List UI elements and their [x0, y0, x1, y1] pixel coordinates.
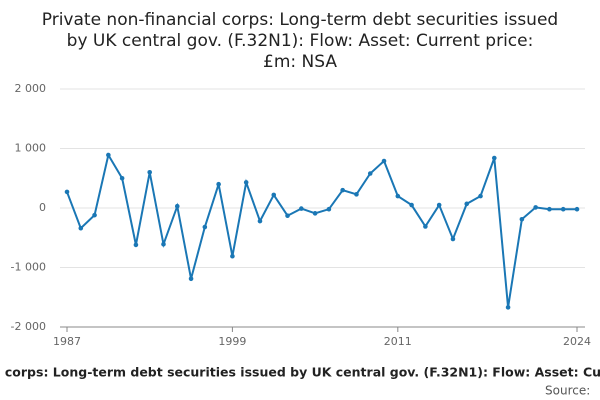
data-point [491, 155, 497, 161]
y-tick-label: -1 000 [11, 261, 46, 274]
data-point [354, 192, 359, 197]
data-point [202, 224, 208, 230]
data-point [478, 193, 483, 199]
chart-title: by UK central gov. (F.32N1): Flow: Asset… [67, 31, 534, 51]
data-point [188, 276, 194, 282]
data-point [161, 241, 166, 247]
x-tick-label: 2024 [563, 335, 591, 348]
data-point [560, 206, 566, 212]
data-point [381, 158, 387, 164]
x-tick-label: 2011 [384, 335, 412, 348]
data-point [119, 175, 125, 181]
data-point [216, 181, 221, 187]
data-point [533, 205, 538, 210]
data-point [505, 305, 511, 310]
data-point [547, 206, 552, 212]
y-tick-label: 1 000 [15, 142, 47, 155]
data-point [78, 225, 84, 231]
data-point [436, 202, 442, 208]
data-point [299, 206, 304, 211]
y-tick-label: -2 000 [11, 320, 46, 333]
data-point [464, 201, 470, 207]
data-point [257, 218, 263, 224]
source: Source: [545, 384, 590, 398]
data-point [133, 242, 139, 248]
series-line [66, 152, 577, 308]
x-tick-label: 1999 [218, 335, 246, 348]
chart-title: £m: NSA [263, 52, 337, 72]
data-point [450, 236, 456, 242]
data-point [340, 187, 345, 193]
data-point [147, 170, 153, 175]
data-point [106, 152, 111, 158]
x-tick-label: 1987 [53, 335, 81, 348]
y-tick-label: 0 [39, 201, 46, 214]
data-point [271, 192, 277, 198]
data-point [423, 224, 428, 229]
data-point [519, 217, 525, 222]
data-point [174, 203, 180, 209]
data-point [243, 180, 249, 185]
data-point [230, 253, 235, 259]
data-point [285, 213, 290, 219]
data-point [367, 171, 373, 176]
footer: Private non-financial corps: Long-term d… [0, 365, 600, 380]
chart-title: Private non-financial corps: Long-term d… [42, 10, 558, 30]
y-tick-label: 2 000 [15, 82, 47, 95]
data-point [574, 206, 580, 212]
data-point [312, 211, 318, 216]
data-point [395, 193, 401, 199]
data-point [92, 212, 97, 218]
data-point [409, 202, 414, 208]
data-point [64, 189, 70, 195]
data-point [326, 206, 332, 212]
